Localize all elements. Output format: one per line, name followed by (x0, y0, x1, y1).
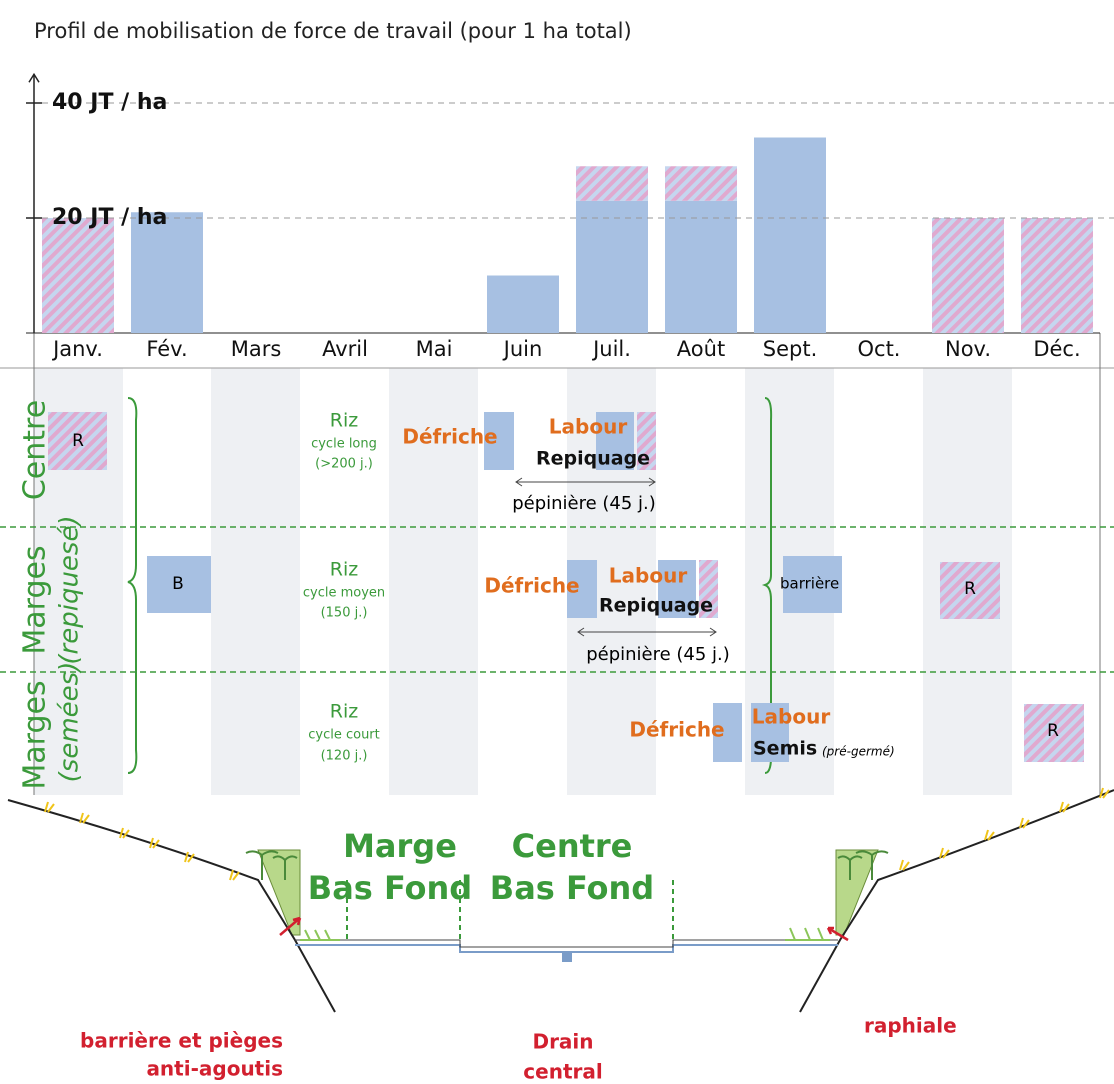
bar (665, 200, 737, 333)
step: Labour (752, 705, 831, 729)
bar (576, 166, 648, 201)
nursery: pépinière (45 j.) (586, 644, 730, 665)
calendar: Centre Marges (repiquesé) Marges (semées… (0, 397, 1114, 790)
box-label: R (964, 579, 976, 599)
x-tick-label: Sept. (763, 337, 818, 361)
step: Défriche (402, 425, 497, 449)
bar (665, 166, 737, 201)
cross-section: Marge Bas Fond Centre Bas Fond barrière … (7, 787, 1114, 1084)
step-note: (pré-germé) (822, 745, 895, 759)
nursery: pépinière (45 j.) (512, 493, 656, 514)
crop: cycle long (311, 437, 377, 452)
palm-label: raphiale (864, 1014, 957, 1038)
zone-label: Bas Fond (308, 869, 472, 907)
box-label: B (172, 574, 184, 594)
step: Labour (549, 415, 628, 439)
zone-label: Marge (343, 827, 457, 865)
bar (932, 218, 1004, 333)
crop: Riz (330, 559, 358, 581)
x-tick-label: Oct. (858, 337, 901, 361)
row-label: Centre (18, 400, 53, 500)
y-axis-arrow (28, 72, 40, 83)
step: Repiquage (536, 448, 650, 470)
zone-label: Centre (512, 827, 633, 865)
step: Défriche (629, 718, 724, 742)
drain-label: Drain (532, 1030, 593, 1054)
x-tick-label: Mai (416, 337, 453, 361)
x-tick-label: Août (677, 337, 725, 361)
crop: cycle moyen (303, 586, 385, 601)
row-label: Marges (18, 680, 53, 789)
x-tick-label: Déc. (1033, 337, 1080, 361)
bar (754, 137, 826, 333)
fence-label: anti-agoutis (146, 1057, 283, 1081)
row-label: Marges (18, 545, 53, 654)
fence-label: barrière et pièges (80, 1029, 283, 1053)
x-tick-label: Nov. (945, 337, 991, 361)
crop: cycle court (308, 728, 380, 743)
crop: (150 j.) (321, 606, 368, 621)
step: Semis (753, 738, 817, 760)
crop: Riz (330, 701, 358, 723)
chart-layer: Janv. Fév. Mars Avril Mai Juin Juil. Août Sept. O… (26, 72, 1114, 361)
drain-label: central (523, 1060, 602, 1084)
x-tick-label: Janv. (51, 337, 103, 361)
fence-label: barrière (780, 575, 839, 593)
crop: (120 j.) (321, 749, 368, 764)
bar (131, 212, 203, 333)
step: Défriche (484, 574, 579, 598)
row-sublabel: (repiquesé) (55, 515, 85, 664)
zone-label: Bas Fond (490, 869, 654, 907)
x-tick-label: Avril (322, 337, 368, 361)
bar (487, 275, 559, 333)
bar (576, 200, 648, 333)
x-tick-label: Mars (231, 337, 282, 361)
step: Labour (609, 564, 688, 588)
row-sublabel: (semées) (55, 662, 85, 783)
box-label: R (72, 431, 84, 451)
x-tick-label: Juin (502, 337, 543, 361)
bar (42, 218, 114, 333)
x-tick-label: Fév. (146, 337, 187, 361)
step: Repiquage (599, 595, 713, 617)
y-tick-label: 40 JT / ha (52, 90, 167, 115)
x-tick-label: Juil. (591, 337, 631, 361)
crop: (>200 j.) (315, 457, 373, 472)
crop: Riz (330, 410, 358, 432)
y-tick-label: 20 JT / ha (52, 205, 167, 230)
bar (1021, 218, 1093, 333)
box-label: R (1047, 721, 1059, 741)
chart-title: Profil de mobilisation de force de trava… (34, 19, 632, 43)
